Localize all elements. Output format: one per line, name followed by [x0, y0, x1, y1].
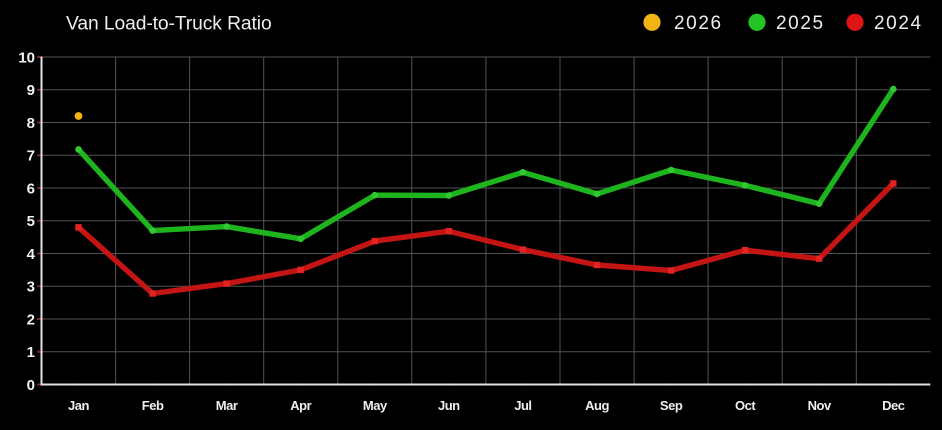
svg-text:Jan: Jan	[68, 398, 89, 413]
svg-text:4: 4	[27, 246, 36, 263]
svg-text:9: 9	[27, 82, 35, 99]
svg-text:Feb: Feb	[142, 398, 164, 413]
svg-text:Dec: Dec	[882, 398, 905, 413]
svg-text:6: 6	[27, 180, 35, 197]
svg-text:Aug: Aug	[585, 398, 609, 413]
svg-text:Van Load-to-Truck Ratio: Van Load-to-Truck Ratio	[66, 14, 272, 35]
svg-text:May: May	[363, 398, 388, 413]
svg-text:1: 1	[27, 344, 35, 361]
svg-text:Mar: Mar	[216, 398, 238, 413]
svg-text:Apr: Apr	[290, 398, 311, 413]
svg-text:7: 7	[27, 148, 35, 165]
svg-text:2: 2	[27, 311, 35, 328]
svg-text:10: 10	[18, 49, 35, 66]
svg-text:0: 0	[27, 377, 35, 394]
svg-text:Jun: Jun	[438, 398, 460, 413]
svg-text:2026: 2026	[674, 13, 723, 34]
svg-text:Oct: Oct	[735, 398, 756, 413]
svg-text:2025: 2025	[776, 13, 825, 34]
svg-text:2024: 2024	[874, 13, 923, 34]
svg-text:5: 5	[27, 213, 35, 230]
svg-text:Nov: Nov	[808, 398, 832, 413]
svg-text:Sep: Sep	[660, 398, 683, 413]
svg-text:8: 8	[27, 115, 35, 132]
svg-text:Jul: Jul	[514, 398, 531, 413]
svg-text:3: 3	[27, 279, 35, 296]
